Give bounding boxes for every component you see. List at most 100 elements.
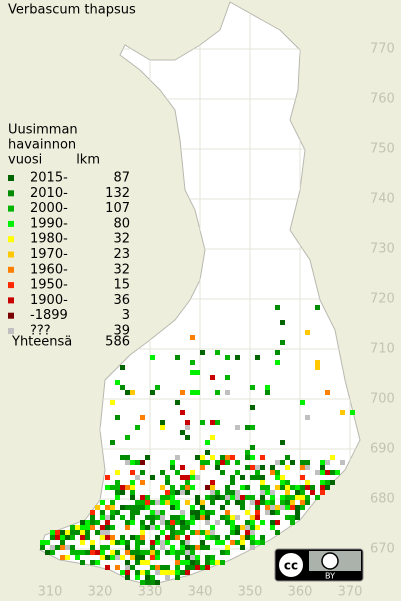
observation-square [335, 470, 340, 475]
observation-square [280, 460, 285, 465]
observation-square [115, 550, 120, 555]
observation-square [220, 515, 225, 520]
observation-square [80, 540, 85, 545]
observation-square [135, 510, 140, 515]
observation-square [185, 545, 190, 550]
observation-square [215, 520, 220, 525]
observation-square [160, 565, 165, 570]
observation-square [145, 505, 150, 510]
legend-swatch [8, 282, 14, 289]
legend-label: 1990- [30, 216, 68, 231]
observation-square [300, 505, 305, 510]
observation-square [175, 505, 180, 510]
observation-square [285, 495, 290, 500]
observation-square [305, 330, 310, 335]
observation-square [80, 520, 85, 525]
legend-count: 32 [113, 232, 130, 247]
observation-square [175, 455, 180, 460]
observation-square [100, 515, 105, 520]
observation-square [265, 485, 270, 490]
observation-square [115, 495, 120, 500]
observation-square [265, 510, 270, 515]
observation-square [260, 535, 265, 540]
legend-label: 1980- [30, 232, 68, 247]
observation-square [205, 545, 210, 550]
observation-square [180, 430, 185, 435]
observation-square [155, 515, 160, 520]
observation-square [100, 500, 105, 505]
observation-square [150, 515, 155, 520]
observation-square [195, 500, 200, 505]
observation-square [150, 520, 155, 525]
observation-square [225, 375, 230, 380]
observation-square [125, 435, 130, 440]
observation-square [85, 535, 90, 540]
observation-square [110, 525, 115, 530]
observation-square [125, 460, 130, 465]
observation-square [295, 505, 300, 510]
observation-square [135, 425, 140, 430]
y-tick-label: 690 [370, 442, 395, 457]
observation-square [105, 525, 110, 530]
observation-square [305, 460, 310, 465]
observation-square [55, 535, 60, 540]
observation-square [315, 360, 320, 365]
observation-square [275, 520, 280, 525]
observation-square [140, 540, 145, 545]
observation-square [190, 515, 195, 520]
observation-square [255, 505, 260, 510]
observation-square [105, 485, 110, 490]
observation-square [130, 515, 135, 520]
observation-square [245, 495, 250, 500]
observation-square [330, 470, 335, 475]
observation-square [185, 565, 190, 570]
observation-square [125, 505, 130, 510]
observation-square [170, 495, 175, 500]
observation-square [180, 510, 185, 515]
observation-square [230, 495, 235, 500]
observation-square [125, 565, 130, 570]
observation-square [235, 515, 240, 520]
observation-square [230, 455, 235, 460]
observation-square [225, 355, 230, 360]
observation-square [60, 535, 65, 540]
observation-square [210, 490, 215, 495]
observation-square [300, 495, 305, 500]
observation-square [245, 520, 250, 525]
observation-square [190, 520, 195, 525]
observation-square [120, 385, 125, 390]
observation-square [275, 460, 280, 465]
observation-square [180, 520, 185, 525]
observation-square [110, 400, 115, 405]
observation-square [170, 490, 175, 495]
observation-square [165, 495, 170, 500]
observation-square [85, 550, 90, 555]
observation-square [155, 540, 160, 545]
observation-square [210, 435, 215, 440]
observation-square [175, 550, 180, 555]
observation-square [185, 480, 190, 485]
observation-square [250, 495, 255, 500]
observation-square [260, 495, 265, 500]
observation-square [155, 580, 160, 585]
observation-square [220, 505, 225, 510]
observation-square [230, 490, 235, 495]
observation-square [150, 500, 155, 505]
observation-square [290, 500, 295, 505]
observation-square [300, 475, 305, 480]
observation-square [145, 575, 150, 580]
observation-square [230, 520, 235, 525]
observation-square [165, 520, 170, 525]
observation-square [150, 540, 155, 545]
observation-square [225, 490, 230, 495]
observation-square [150, 565, 155, 570]
observation-square [325, 460, 330, 465]
y-tick-label: 760 [370, 92, 395, 107]
observation-square [280, 480, 285, 485]
observation-square [200, 515, 205, 520]
observation-square [190, 335, 195, 340]
observation-square [110, 500, 115, 505]
observation-square [305, 495, 310, 500]
observation-square [140, 530, 145, 535]
observation-square [170, 485, 175, 490]
